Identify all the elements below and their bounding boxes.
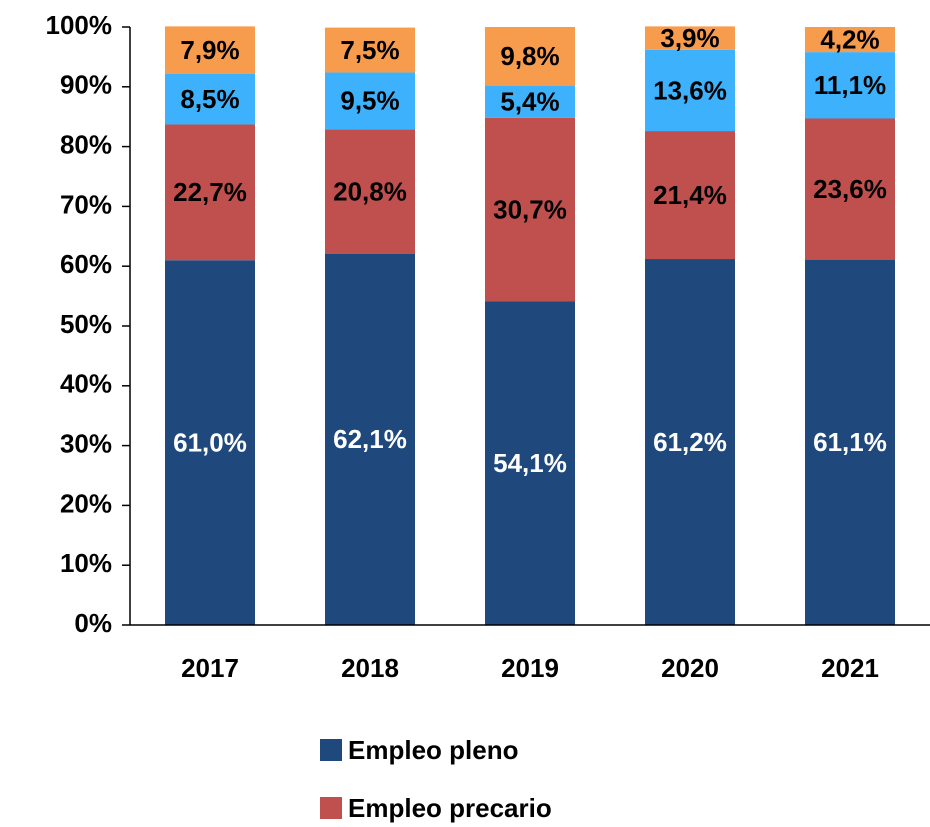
bar-segment: [325, 27, 415, 73]
bar-segment: [165, 260, 255, 625]
legend-swatch: [320, 739, 342, 761]
y-tick-label: 0%: [74, 608, 112, 638]
data-label: 22,7%: [173, 177, 247, 207]
bar-segment: [805, 259, 895, 625]
bar-segment: [485, 85, 575, 118]
y-tick-label: 80%: [60, 129, 112, 159]
legend-label: Empleo precario: [348, 793, 552, 823]
x-tick-label: 2018: [341, 653, 399, 683]
x-tick-label: 2021: [821, 653, 879, 683]
data-label: 5,4%: [500, 87, 559, 117]
bar-segment: [645, 131, 735, 260]
y-tick-label: 40%: [60, 369, 112, 399]
data-label: 61,0%: [173, 427, 247, 457]
legend-swatch: [320, 797, 342, 819]
bar-segment: [325, 129, 415, 254]
data-label: 13,6%: [653, 75, 727, 105]
bar-segment: [485, 27, 575, 86]
data-label: 62,1%: [333, 424, 407, 454]
data-label: 3,9%: [660, 23, 719, 53]
y-tick-label: 10%: [60, 548, 112, 578]
data-label: 30,7%: [493, 195, 567, 225]
bar-segment: [645, 49, 735, 132]
data-label: 7,5%: [340, 35, 399, 65]
legend-label: Empleo pleno: [348, 735, 518, 765]
data-label: 21,4%: [653, 180, 727, 210]
bar-segment: [485, 301, 575, 625]
bar-segment: [165, 73, 255, 125]
bar-segment: [325, 72, 415, 130]
y-tick-label: 50%: [60, 309, 112, 339]
y-tick-label: 60%: [60, 249, 112, 279]
x-tick-label: 2017: [181, 653, 239, 683]
y-tick-label: 20%: [60, 488, 112, 518]
y-tick-label: 30%: [60, 428, 112, 458]
y-tick-label: 70%: [60, 189, 112, 219]
bar-segment: [805, 118, 895, 260]
y-tick-label: 90%: [60, 70, 112, 100]
bar-segment: [805, 52, 895, 119]
bar-segment: [805, 27, 895, 53]
data-label: 9,8%: [500, 41, 559, 71]
data-label: 61,2%: [653, 427, 727, 457]
data-label: 4,2%: [820, 24, 879, 54]
bar-segment: [485, 117, 575, 302]
data-label: 23,6%: [813, 174, 887, 204]
bar-segment: [165, 124, 255, 261]
data-label: 11,1%: [814, 70, 886, 100]
data-label: 7,9%: [180, 35, 239, 65]
data-label: 8,5%: [180, 84, 239, 114]
data-label: 9,5%: [340, 86, 399, 116]
x-tick-label: 2020: [661, 653, 719, 683]
bar-segment: [165, 26, 255, 74]
bar-segment: [645, 26, 735, 50]
bar-segment: [325, 253, 415, 625]
bar-segment: [645, 259, 735, 625]
y-tick-label: 100%: [46, 10, 113, 40]
data-label: 20,8%: [333, 176, 407, 206]
x-tick-label: 2019: [501, 653, 559, 683]
data-label: 54,1%: [493, 448, 567, 478]
data-label: 61,1%: [813, 427, 887, 457]
